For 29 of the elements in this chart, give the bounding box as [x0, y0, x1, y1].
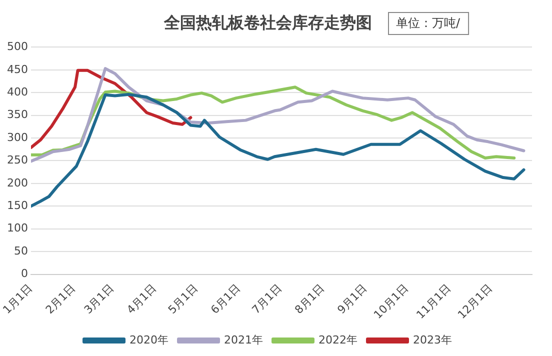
x-tick-label: 12月1日: [455, 282, 495, 322]
x-tick-label: 6月1日: [208, 282, 243, 317]
x-tick-label: 1月1日: [0, 282, 36, 317]
x-tick-label: 4月1日: [124, 282, 160, 317]
y-tick-label: 200: [6, 176, 28, 190]
x-tick-label: 2月1日: [43, 282, 78, 317]
y-tick-label: 0: [20, 267, 28, 280]
x-tick-label: 5月1日: [166, 282, 200, 317]
y-tick-label: 250: [6, 154, 28, 167]
x-tick-label: 7月1日: [250, 282, 284, 317]
legend-label: 2023年: [412, 333, 452, 346]
y-tick-label: 400: [6, 85, 28, 98]
x-tick-label: 3月1日: [82, 282, 116, 317]
y-tick-label: 450: [6, 62, 28, 76]
x-tick-label: 11月1日: [414, 282, 454, 322]
y-tick-label: 100: [6, 222, 28, 235]
y-tick-label: 50: [14, 244, 28, 258]
y-tick-label: 500: [6, 40, 28, 54]
x-tick-label: 10月1日: [371, 282, 411, 322]
text: 单位：万吨/: [396, 16, 461, 30]
y-tick-label: 150: [6, 199, 28, 212]
legend-label: 2022年: [318, 333, 358, 346]
y-tick-label: 300: [6, 130, 28, 144]
y-tick-label: 350: [6, 108, 28, 122]
legend-label: 2020年: [130, 333, 169, 346]
legend-label: 2021年: [224, 333, 264, 346]
x-tick-label: 8月1日: [292, 282, 327, 317]
chart-title: 全国热轧板卷社会库存走势图: [163, 12, 372, 32]
x-tick-label: 9月1日: [334, 282, 370, 317]
